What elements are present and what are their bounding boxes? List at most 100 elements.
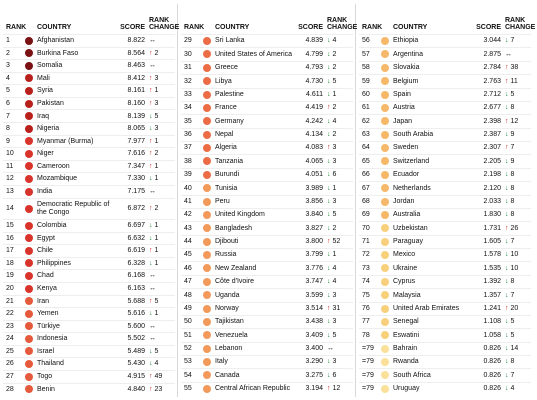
table-row: 63 South Arabia 2.387 ↓ 9 bbox=[359, 127, 531, 142]
change-header: RANK CHANGE bbox=[149, 17, 180, 31]
country: Senegal bbox=[393, 314, 471, 329]
change-arrow: ↓ bbox=[149, 112, 153, 120]
change-arrow: ↑ bbox=[149, 49, 153, 57]
score: 2.875 bbox=[471, 47, 505, 62]
change-arrow: ↓ bbox=[505, 278, 509, 286]
rank: 77 bbox=[359, 314, 381, 329]
rank: 27 bbox=[3, 370, 25, 384]
score-dot bbox=[25, 174, 33, 183]
change-value: 3 bbox=[332, 144, 337, 152]
rank-change: ↑ 49 bbox=[149, 370, 175, 384]
score-dot bbox=[203, 103, 211, 112]
change-value: 3 bbox=[332, 358, 337, 366]
country: Norway bbox=[215, 301, 293, 316]
score-dot bbox=[381, 384, 389, 393]
rank: =79 bbox=[359, 381, 381, 395]
table-row: 48 Uganda 3.599 ↓ 3 bbox=[181, 288, 353, 302]
rank-change: ↑ 23 bbox=[149, 382, 175, 395]
table-row: 15 Colombia 6.697 ↓ 1 bbox=[3, 219, 175, 233]
rank: 47 bbox=[181, 274, 203, 289]
table-header: RANK COUNTRY SCORE RANK CHANGE bbox=[3, 4, 180, 34]
score: 1.058 bbox=[471, 328, 505, 343]
dot-cell bbox=[203, 247, 215, 262]
rank-change: ↓ 1 bbox=[149, 231, 175, 245]
change-arrow: ↓ bbox=[149, 222, 153, 230]
score-dot bbox=[203, 251, 211, 260]
country: Bahrain bbox=[393, 341, 471, 356]
rank-change: ↑ 52 bbox=[327, 234, 353, 249]
dot-cell bbox=[381, 368, 393, 383]
score: 3.989 bbox=[293, 181, 327, 195]
score-dot bbox=[203, 304, 211, 313]
score: 2.763 bbox=[471, 74, 505, 88]
rank: 40 bbox=[181, 181, 203, 195]
dot-cell bbox=[381, 261, 393, 276]
table-row: 54 Canada 3.275 ↓ 6 bbox=[181, 368, 353, 383]
change-arrow: ↓ bbox=[505, 90, 509, 98]
country: Ecuador bbox=[393, 167, 471, 182]
country: United Arab Emirates bbox=[393, 301, 471, 316]
change-value: 6 bbox=[332, 371, 337, 379]
table-row: 34 France 4.419 ↑ 2 bbox=[181, 100, 353, 115]
dot-cell bbox=[203, 274, 215, 289]
change-arrow: ↓ bbox=[505, 37, 509, 45]
dot-cell bbox=[25, 84, 37, 98]
table-row: 55 Central African Republic 3.194 ↑ 12 bbox=[181, 381, 353, 395]
table-row: 7 Iraq 8.139 ↓ 5 bbox=[3, 109, 175, 123]
change-arrow: ↓ bbox=[327, 77, 331, 85]
rank-change: ↓ 10 bbox=[505, 261, 531, 276]
change-arrow: ↑ bbox=[149, 99, 153, 107]
country: Sweden bbox=[393, 140, 471, 155]
change-arrow: ↓ bbox=[149, 310, 153, 318]
rank: 61 bbox=[359, 100, 381, 115]
change-arrow: ↓ bbox=[505, 171, 509, 179]
table-panel: RANK COUNTRY SCORE RANK CHANGE 56 Ethiopia 3.0… bbox=[359, 4, 535, 397]
rank-change: ↑ 20 bbox=[505, 301, 531, 316]
rank-header: RANK bbox=[6, 24, 27, 31]
table-row: 17 Chile 6.619 ↑ 1 bbox=[3, 244, 175, 258]
rank-change: ↑ 1 bbox=[149, 159, 175, 173]
rank: 8 bbox=[3, 122, 25, 136]
dot-cell bbox=[381, 100, 393, 115]
country: Colombia bbox=[37, 219, 115, 233]
table-row: =79 Uruguay 0.826 ↓ 4 bbox=[359, 381, 531, 395]
change-arrow: ↓ bbox=[505, 251, 509, 259]
change-value: 1 bbox=[154, 162, 159, 170]
score-dot bbox=[25, 297, 33, 306]
rank: 39 bbox=[181, 167, 203, 182]
rank-change: ↓ 3 bbox=[149, 122, 175, 136]
rank-change: ↓ 1 bbox=[149, 219, 175, 233]
table-row: 75 Malaysia 1.357 ↓ 7 bbox=[359, 288, 531, 302]
rank-change: ↓ 2 bbox=[327, 221, 353, 236]
table-row: 2 Burkina Faso 8.564 ↑ 2 bbox=[3, 46, 175, 60]
country: Syria bbox=[37, 84, 115, 98]
score-dot bbox=[25, 271, 33, 280]
country: Palestine bbox=[215, 87, 293, 102]
country: Chad bbox=[37, 269, 115, 283]
table-row: 27 Togo 4.915 ↑ 49 bbox=[3, 370, 175, 384]
dot-cell bbox=[381, 288, 393, 302]
rank-change: ↓ 4 bbox=[327, 114, 353, 129]
rank-change: ↓ 7 bbox=[505, 368, 531, 383]
change-value: 7 bbox=[510, 371, 515, 379]
score: 6.872 bbox=[115, 197, 149, 220]
change-arrow: ↓ bbox=[327, 358, 331, 366]
score: 4.065 bbox=[293, 154, 327, 169]
change-arrow: ↑ bbox=[327, 144, 331, 152]
score-dot bbox=[203, 344, 211, 353]
rank: 73 bbox=[359, 261, 381, 276]
spacer bbox=[381, 4, 393, 34]
country: Egypt bbox=[37, 231, 115, 245]
rank-change: ↓ 3 bbox=[327, 354, 353, 369]
change-value: 1 bbox=[332, 90, 337, 98]
score: 7.347 bbox=[115, 159, 149, 173]
score-dot bbox=[203, 144, 211, 153]
change-arrow: ↓ bbox=[327, 211, 331, 219]
change-value: 5 bbox=[510, 318, 515, 326]
dot-cell bbox=[25, 231, 37, 245]
change-value: 9 bbox=[510, 131, 515, 139]
score: 8.160 bbox=[115, 96, 149, 110]
rank-change: ↑ 2 bbox=[149, 197, 175, 220]
table-row: 24 Indonesia 5.502 ↔ bbox=[3, 332, 175, 346]
table-panel: RANK COUNTRY SCORE RANK CHANGE 29 Sri Lanka 4.… bbox=[181, 4, 357, 397]
